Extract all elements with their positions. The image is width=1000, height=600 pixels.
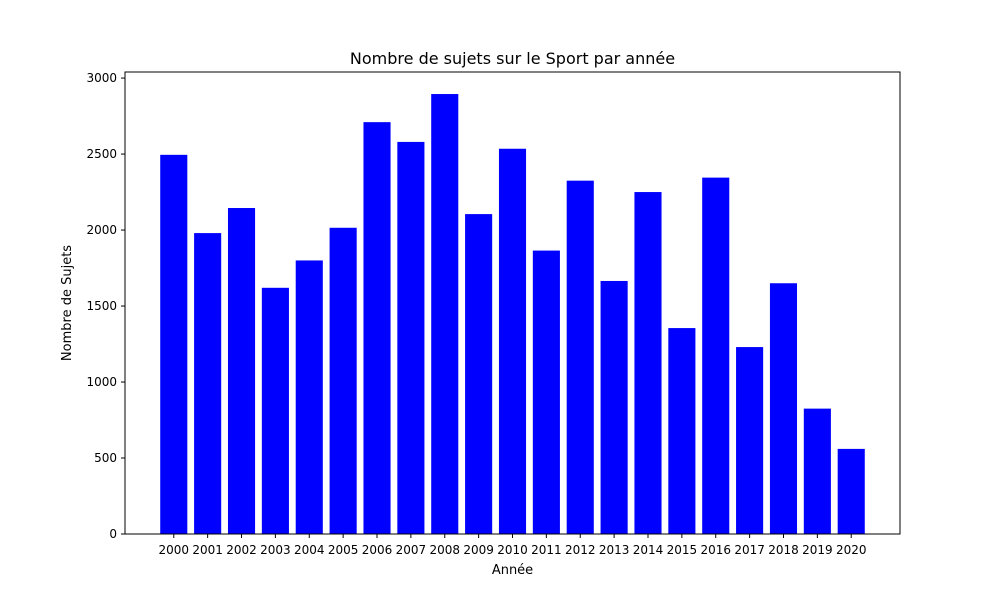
y-tick-label: 0 bbox=[109, 527, 117, 541]
bar-2007 bbox=[397, 141, 425, 534]
x-tick-label: 2012 bbox=[565, 543, 596, 557]
bar-2018 bbox=[769, 283, 798, 534]
x-tick-label: 2020 bbox=[836, 543, 867, 557]
x-tick-label: 2010 bbox=[497, 543, 528, 557]
x-tick-label: 2008 bbox=[429, 543, 460, 557]
x-tick-label: 2006 bbox=[362, 543, 393, 557]
x-tick-label: 2016 bbox=[700, 543, 731, 557]
x-tick-label: 2014 bbox=[633, 543, 664, 557]
y-tick-label: 1000 bbox=[86, 375, 117, 389]
bar-2017 bbox=[736, 347, 764, 534]
bar-2003 bbox=[261, 287, 289, 534]
x-tick-label: 2000 bbox=[159, 543, 190, 557]
bar-2006 bbox=[363, 122, 391, 535]
bar-2009 bbox=[465, 214, 493, 534]
x-tick-label: 2018 bbox=[768, 543, 799, 557]
x-tick-label: 2002 bbox=[226, 543, 257, 557]
x-tick-label: 2013 bbox=[599, 543, 630, 557]
y-axis-ticks: 0 500 1000 1500 2000 2500 3000 bbox=[86, 71, 125, 541]
bar-2014 bbox=[634, 192, 662, 534]
x-axis-label: Année bbox=[492, 563, 533, 578]
y-tick-label: 2500 bbox=[86, 147, 117, 161]
x-tick-label: 2009 bbox=[463, 543, 494, 557]
bar-2015 bbox=[668, 328, 696, 534]
x-tick-label: 2004 bbox=[294, 543, 325, 557]
bar-2011 bbox=[532, 250, 560, 534]
chart-title: Nombre de sujets sur le Sport par année bbox=[350, 49, 675, 68]
y-tick-label: 1500 bbox=[86, 299, 117, 313]
y-tick-label: 2000 bbox=[86, 223, 117, 237]
y-tick-label: 3000 bbox=[86, 71, 117, 85]
bar-2008 bbox=[431, 94, 459, 534]
bar-2019 bbox=[803, 408, 831, 534]
bar-2004 bbox=[295, 260, 323, 534]
bar-2016 bbox=[702, 177, 730, 534]
x-tick-label: 2005 bbox=[328, 543, 359, 557]
bars-group bbox=[160, 94, 865, 535]
bar-2000 bbox=[160, 154, 188, 534]
x-tick-label: 2015 bbox=[667, 543, 698, 557]
y-axis-label: Nombre de Sujets bbox=[60, 245, 75, 361]
bar-2020 bbox=[837, 448, 865, 534]
bar-2012 bbox=[566, 180, 594, 534]
x-tick-label: 2011 bbox=[531, 543, 562, 557]
bar-2002 bbox=[227, 208, 256, 534]
x-tick-label: 2019 bbox=[802, 543, 833, 557]
x-axis-ticks: 2000 2001 2002 2003 2004 2005 2006 2007 2008 2009… bbox=[159, 534, 867, 557]
x-tick-label: 2007 bbox=[396, 543, 427, 557]
bar-2013 bbox=[600, 280, 628, 534]
y-tick-label: 500 bbox=[94, 451, 117, 465]
x-tick-label: 2003 bbox=[260, 543, 291, 557]
x-tick-label: 2001 bbox=[192, 543, 223, 557]
bar-2001 bbox=[194, 233, 222, 534]
bar-2010 bbox=[498, 148, 527, 534]
bar-2005 bbox=[329, 227, 357, 535]
x-tick-label: 2017 bbox=[734, 543, 765, 557]
